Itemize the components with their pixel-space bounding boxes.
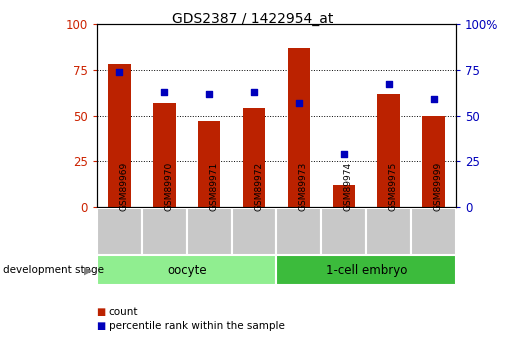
Point [250, 89, 258, 95]
Point [115, 69, 123, 75]
Text: GSM89999: GSM89999 [434, 162, 442, 211]
Point [160, 89, 168, 95]
Text: GSM89969: GSM89969 [119, 162, 128, 211]
Bar [288, 48, 310, 207]
Text: GDS2387 / 1422954_at: GDS2387 / 1422954_at [172, 12, 333, 26]
Bar [411, 208, 456, 255]
Bar [243, 108, 265, 207]
Bar [187, 208, 232, 255]
Text: GSM89970: GSM89970 [164, 162, 173, 211]
Point [430, 96, 438, 102]
Bar [142, 208, 187, 255]
Point [340, 151, 348, 157]
Bar [232, 208, 277, 255]
Bar [276, 208, 321, 255]
Text: GSM89973: GSM89973 [299, 162, 308, 211]
Text: percentile rank within the sample: percentile rank within the sample [109, 321, 284, 331]
Point [295, 100, 303, 106]
Bar [422, 116, 445, 207]
Point [385, 82, 393, 87]
Text: ■: ■ [96, 321, 106, 331]
Bar [321, 208, 366, 255]
Bar [377, 93, 400, 207]
Text: GSM89972: GSM89972 [254, 162, 263, 211]
Text: count: count [109, 307, 138, 317]
Bar [153, 103, 176, 207]
Text: 1-cell embryo: 1-cell embryo [326, 264, 407, 277]
Text: GSM89974: GSM89974 [344, 162, 353, 211]
Bar [108, 65, 131, 207]
Bar [198, 121, 220, 207]
Text: ■: ■ [96, 307, 106, 317]
Bar [276, 255, 456, 285]
Text: oocyte: oocyte [167, 264, 207, 277]
Bar [366, 208, 411, 255]
Bar [333, 185, 355, 207]
Point [205, 91, 213, 96]
Bar [97, 208, 142, 255]
Text: ▶: ▶ [84, 265, 92, 275]
Text: development stage: development stage [3, 265, 104, 275]
Text: GSM89971: GSM89971 [209, 162, 218, 211]
Text: GSM89975: GSM89975 [389, 162, 398, 211]
Bar [97, 255, 276, 285]
